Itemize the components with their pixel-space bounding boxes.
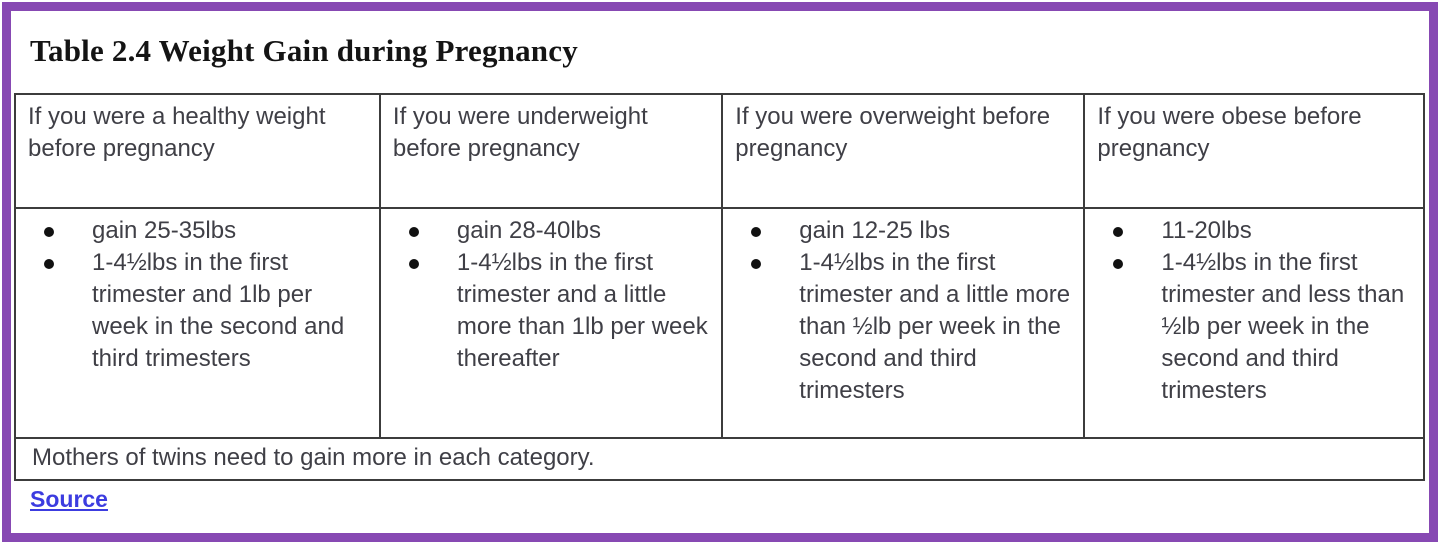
cell-underweight: gain 28-40lbs 1-4½lbs in the first trime… xyxy=(378,207,724,439)
table-title: Table 2.4 Weight Gain during Pregnancy xyxy=(30,33,578,68)
bullet-icon xyxy=(1113,227,1124,237)
bullet-icon xyxy=(44,227,54,237)
cell-overweight: gain 12-25 lbs 1-4½lbs in the first trim… xyxy=(721,207,1086,439)
bullet-list: gain 28-40lbs 1-4½lbs in the first trime… xyxy=(381,215,715,375)
column-header-underweight: If you were underweight before pregnancy xyxy=(378,93,724,209)
bullet-icon xyxy=(44,259,54,269)
bullet-icon xyxy=(751,227,762,237)
list-item-text: 1-4½lbs in the first trimester and a lit… xyxy=(799,249,1071,404)
bullet-icon xyxy=(408,227,419,237)
bullet-list: gain 25-35lbs 1-4½lbs in the first trime… xyxy=(16,215,373,375)
list-item: gain 25-35lbs xyxy=(16,215,373,247)
column-header-healthy: If you were a healthy weight before preg… xyxy=(14,93,381,209)
list-item: 1-4½lbs in the first trimester and a lit… xyxy=(723,247,1077,407)
column-header-obese: If you were obese before pregnancy xyxy=(1083,93,1425,209)
list-item: gain 12-25 lbs xyxy=(723,215,1077,247)
list-item: 1-4½lbs in the first trimester and less … xyxy=(1085,247,1417,407)
body-row: gain 25-35lbs 1-4½lbs in the first trime… xyxy=(14,207,1425,439)
list-item-text: gain 28-40lbs xyxy=(456,217,602,244)
list-item-text: gain 25-35lbs xyxy=(92,217,237,244)
weight-gain-table: If you were a healthy weight before preg… xyxy=(14,93,1425,481)
list-item-text: gain 12-25 lbs xyxy=(799,217,951,244)
list-item: 1-4½lbs in the first trimester and a lit… xyxy=(381,247,715,375)
footer-note: Mothers of twins need to gain more in ea… xyxy=(14,437,1425,481)
header-row: If you were a healthy weight before preg… xyxy=(14,93,1425,209)
bullet-list: 11-20lbs 1-4½lbs in the first trimester … xyxy=(1085,215,1417,407)
cell-obese: 11-20lbs 1-4½lbs in the first trimester … xyxy=(1083,207,1425,439)
list-item-text: 1-4½lbs in the first trimester and a lit… xyxy=(456,249,708,372)
bullet-list: gain 12-25 lbs 1-4½lbs in the first trim… xyxy=(723,215,1077,407)
bullet-icon xyxy=(408,259,419,269)
bullet-icon xyxy=(751,259,762,269)
list-item-text: 1-4½lbs in the first trimester and less … xyxy=(1161,249,1405,404)
list-item-text: 1-4½lbs in the first trimester and 1lb p… xyxy=(92,249,345,372)
cell-healthy: gain 25-35lbs 1-4½lbs in the first trime… xyxy=(14,207,381,439)
source-link[interactable]: Source xyxy=(30,486,108,512)
column-header-overweight: If you were overweight before pregnancy xyxy=(721,93,1086,209)
list-item: 11-20lbs xyxy=(1085,215,1417,247)
bullet-icon xyxy=(1113,259,1124,269)
list-item-text: 11-20lbs xyxy=(1161,217,1252,244)
list-item: gain 28-40lbs xyxy=(381,215,715,247)
footer-row: Mothers of twins need to gain more in ea… xyxy=(14,437,1425,481)
list-item: 1-4½lbs in the first trimester and 1lb p… xyxy=(16,247,373,375)
